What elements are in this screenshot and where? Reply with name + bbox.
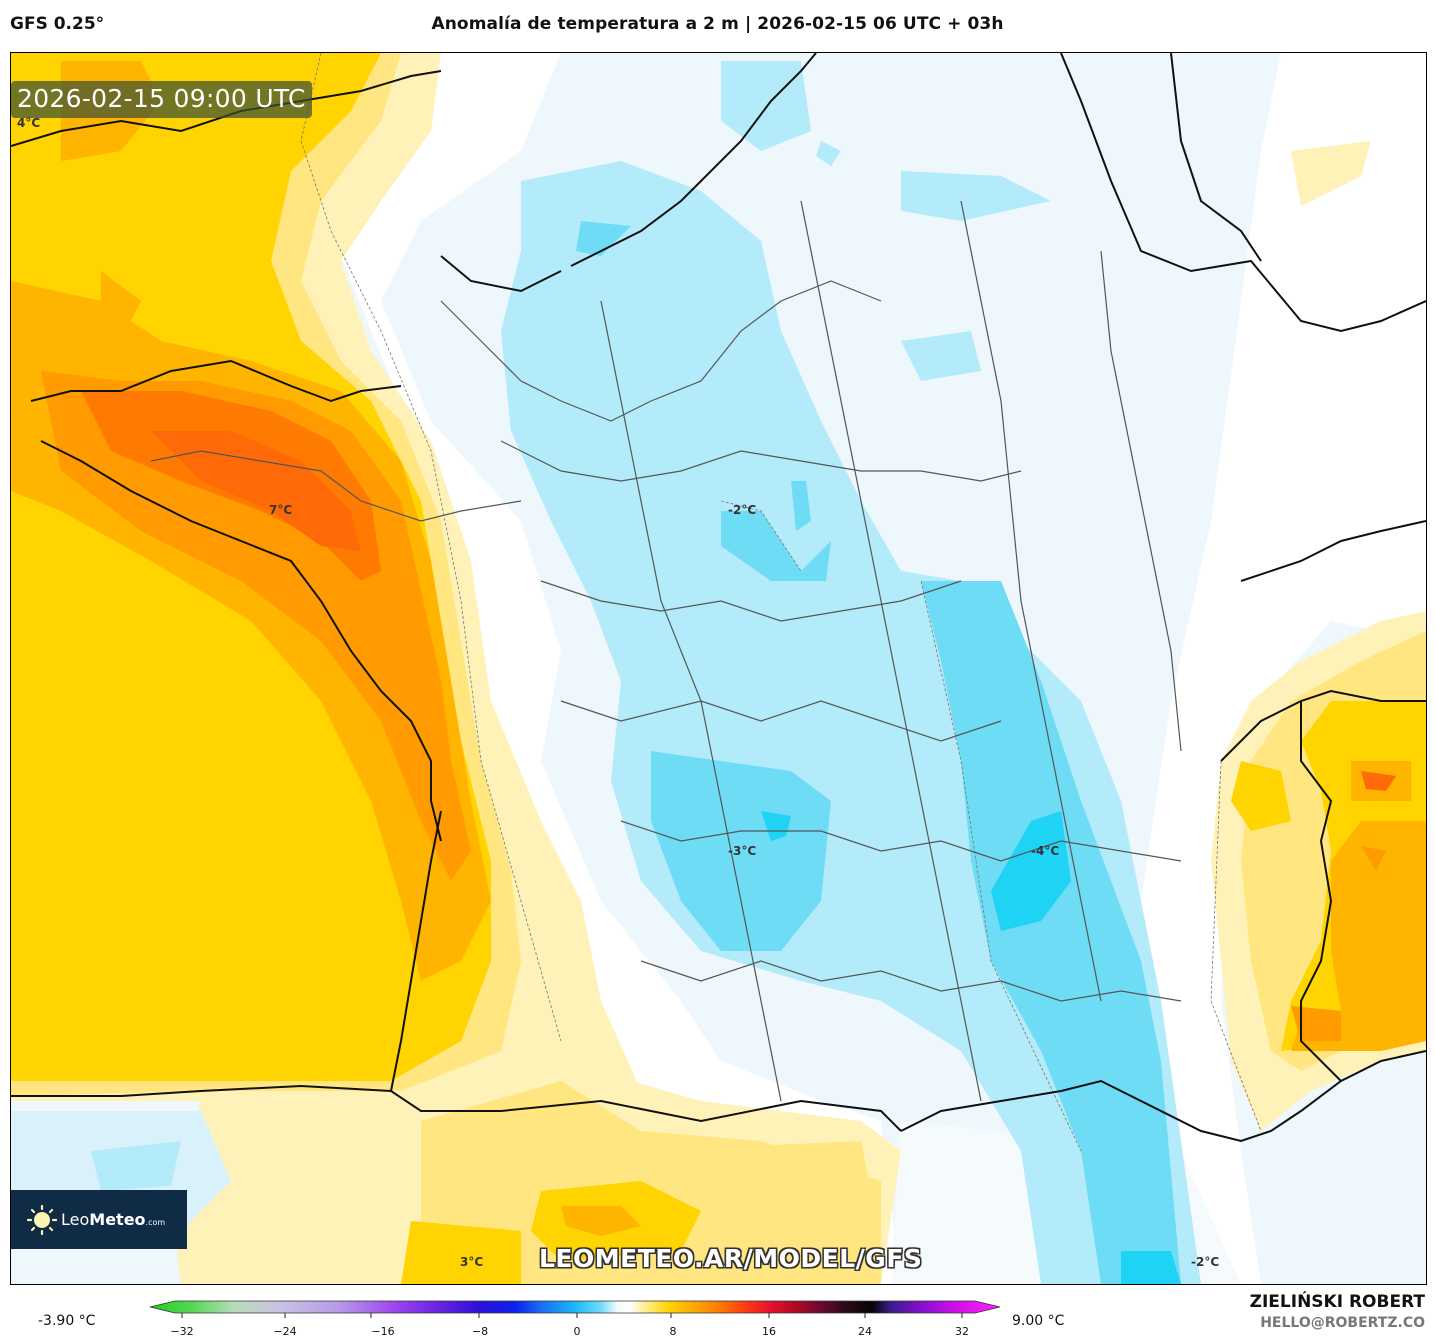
source-watermark: LEOMETEO.AR/MODEL/GFS — [539, 1244, 923, 1273]
contour-label: -4°C — [1031, 844, 1060, 858]
logo-bold: Meteo — [89, 1210, 146, 1229]
author-name: ZIELIŃSKI ROBERT — [1249, 1292, 1425, 1312]
logo-prefix: Leo — [61, 1210, 90, 1229]
logo-text: LeoMeteo.com — [61, 1210, 165, 1229]
colorbar-tick: −16 — [371, 1325, 395, 1338]
colorbar-tick: −32 — [170, 1325, 194, 1338]
contour-label: 3°C — [460, 1255, 484, 1269]
chart-title-text: Anomalía de temperatura a 2 m | 2026-02-… — [431, 14, 1004, 34]
colorbar-min-label: -3.90 °C — [38, 1313, 96, 1329]
colorbar — [149, 1300, 1001, 1318]
colorbar-tick: 16 — [762, 1325, 776, 1338]
sun-icon — [27, 1204, 57, 1235]
colorbar-max-label: 9.00 °C — [1012, 1313, 1065, 1329]
contour-label: 4°C — [17, 116, 41, 130]
chart-title: Anomalía de temperatura a 2 m | 2026-02-… — [0, 14, 1435, 34]
contour-label: -2°C — [728, 503, 757, 517]
leometeo-logo[interactable]: LeoMeteo.com — [11, 1190, 187, 1249]
colorbar-tick: 24 — [858, 1325, 872, 1338]
contour-label: -2°C — [1191, 1255, 1220, 1269]
colorbar-tick: 32 — [955, 1325, 969, 1338]
contour-label: 7°C — [269, 503, 293, 517]
colorbar-tick: −8 — [471, 1325, 489, 1338]
logo-suffix: .com — [145, 1218, 166, 1227]
author-email[interactable]: HELLO@ROBERTZ.CO — [1260, 1315, 1425, 1331]
colorbar-tick: −24 — [273, 1325, 297, 1338]
contour-label: -3°C — [728, 844, 757, 858]
colorbar-tick: 0 — [573, 1325, 581, 1338]
model-label: GFS 0.25° — [10, 14, 105, 34]
map-fields — [11, 53, 1426, 1284]
temperature-anomaly-map[interactable]: 2026-02-15 09:00 UTC 4°C 7°C -2°C -3°C -… — [10, 52, 1427, 1285]
valid-time-badge: 2026-02-15 09:00 UTC — [11, 81, 312, 118]
colorbar-tick: 8 — [669, 1325, 677, 1338]
